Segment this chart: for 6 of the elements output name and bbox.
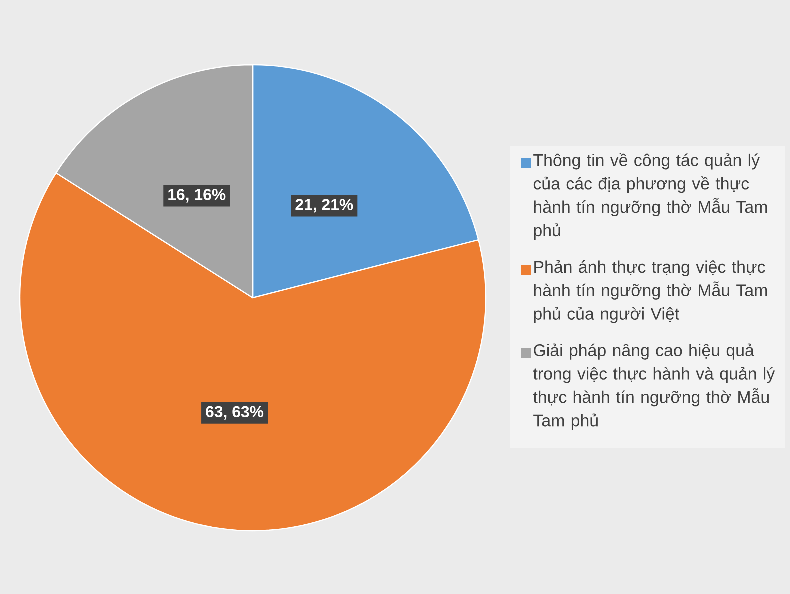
data-label: 16, 16% — [168, 189, 226, 203]
legend-label: Giải pháp nâng cao hiệu quả trong việc thực hành và quản lý thực hành tín ngưỡng thờ Mẫu Tam phủ — [533, 344, 776, 430]
data-label: 21, 21% — [296, 199, 354, 213]
legend-label: Thông tin về công tác quản lý của các địa phương về thực hành tín ngưỡng thờ Mẫu Tam phủ — [534, 153, 768, 240]
data-label: 63, 63% — [206, 406, 264, 420]
legend-label: Phản ánh thực trạng việc thực hành tín ngưỡng thờ Mẫu Tam phủ của người Việt — [534, 260, 768, 324]
